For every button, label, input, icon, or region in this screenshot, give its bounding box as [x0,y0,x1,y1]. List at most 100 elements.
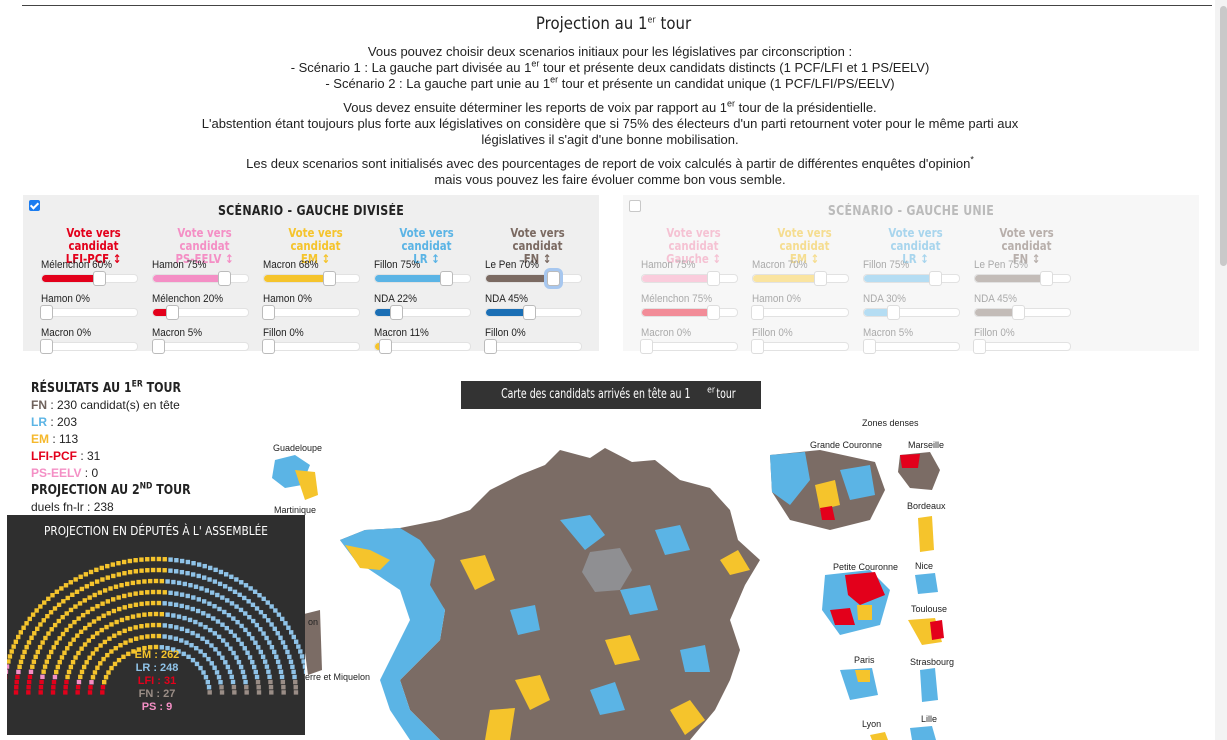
scenario-left-slider[interactable]: NDA 22% [374,293,479,323]
slider-handle[interactable] [640,339,653,354]
slider-track[interactable] [641,305,738,320]
slider-handle[interactable] [484,339,497,354]
slider-handle[interactable] [862,339,876,354]
scenario-left-slider[interactable]: NDA 45% [485,293,590,323]
slider-handle[interactable] [322,271,336,286]
slider-handle[interactable] [1011,305,1025,320]
slider-handle[interactable] [379,339,393,354]
slider-track[interactable] [262,339,360,354]
slider-handle[interactable] [929,271,943,286]
scenario-right-slider[interactable]: Hamon 75% [641,259,746,289]
slider-track[interactable] [640,339,738,354]
lyon-shape[interactable] [870,732,888,740]
slider-track[interactable] [485,271,582,286]
scenario-right-column-header[interactable]: Vote vers candidat LR ↕ [888,226,943,266]
slider-track[interactable] [751,305,849,320]
slider-handle[interactable] [707,305,721,320]
slider-track[interactable] [863,305,960,320]
scenario-left-slider[interactable]: Fillon 75% [374,259,479,289]
slider-track[interactable] [40,305,138,320]
slider-track[interactable] [641,271,738,286]
marseille-lfi[interactable] [900,454,920,468]
slider-handle[interactable] [707,271,721,286]
mainland-fn-zone[interactable] [340,448,760,740]
slider-track[interactable] [262,305,360,320]
scenario-left-column-header[interactable]: Vote vers candidat FN ↕ [510,226,565,266]
slider-track[interactable] [863,271,960,286]
slider-handle[interactable] [166,305,179,320]
slider-handle[interactable] [751,339,764,354]
scenario-left-slider[interactable]: Macron 5% [151,327,257,357]
slider-handle[interactable] [40,305,53,320]
slider-handle[interactable] [886,305,900,320]
scenario-left-slider[interactable]: Hamon 0% [262,293,368,323]
scenario-left-slider[interactable]: Macron 11% [374,327,479,357]
paris-em[interactable] [855,670,870,682]
scrollbar-thumb[interactable] [1220,6,1227,266]
slider-track[interactable] [862,339,960,354]
slider-track[interactable] [152,271,249,286]
scenario-left-column-header[interactable]: Vote vers candidat EM ↕ [288,226,343,266]
slider-handle[interactable] [522,305,536,320]
slider-track[interactable] [151,339,249,354]
slider-track[interactable] [152,305,249,320]
slider-handle[interactable] [973,339,986,354]
slider-track[interactable] [485,305,582,320]
slider-track[interactable] [374,339,471,354]
bordeaux-shape[interactable] [918,516,934,552]
strasbourg-shape[interactable] [920,668,938,702]
scenario-left-slider[interactable]: Macron 0% [40,327,146,357]
grande-couronne-em[interactable] [815,480,840,510]
nice-shape[interactable] [915,573,938,594]
scenario-left-slider[interactable]: Mélenchon 20% [152,293,257,323]
scenario-right-column-header[interactable]: Vote vers candidat Gauche ↕ [666,226,721,266]
petite-couronne-lfi[interactable] [830,572,885,625]
slider-handle[interactable] [151,339,165,354]
slider-handle[interactable] [93,271,106,286]
scenario-right-slider[interactable]: Fillon 0% [973,327,1079,357]
slider-handle[interactable] [546,271,560,286]
slider-handle[interactable] [440,271,454,286]
slider-handle[interactable] [751,305,764,320]
slider-track[interactable] [751,339,849,354]
scenario-right-slider[interactable]: Mélenchon 75% [641,293,746,323]
scenario-right-slider[interactable]: Le Pen 75% [974,259,1079,289]
grande-couronne-lfi[interactable] [820,506,835,520]
scenario-left-checkbox[interactable] [29,200,40,211]
scenario-left-column-header[interactable]: Vote vers candidat LFI-PCF ↕ [65,226,122,266]
scenario-right-column-header[interactable]: Vote vers candidat EM ↕ [777,226,832,266]
slider-handle[interactable] [389,305,403,320]
slider-track[interactable] [974,271,1071,286]
slider-track[interactable] [374,305,471,320]
scenario-left-slider[interactable]: Hamon 75% [152,259,257,289]
grande-couronne-lr[interactable] [770,452,875,505]
scenario-left-column-header[interactable]: Vote vers candidat LR ↕ [399,226,454,266]
slider-handle[interactable] [218,271,232,286]
scenario-left-slider[interactable]: Hamon 0% [40,293,146,323]
slider-handle[interactable] [262,305,275,320]
scenario-right-checkbox[interactable] [629,200,641,212]
scenario-right-slider[interactable]: Hamon 0% [751,293,857,323]
lille-shape[interactable] [910,726,936,740]
ile-de-france[interactable] [582,548,632,592]
mainland-em-zone[interactable] [345,545,750,740]
scenario-right-slider[interactable]: Macron 0% [640,327,746,357]
slider-track[interactable] [41,271,138,286]
slider-track[interactable] [973,339,1071,354]
scenario-left-slider[interactable]: Mélenchon 60% [41,259,146,289]
scenario-left-column-header[interactable]: Vote vers candidat PS-EELV ↕ [175,226,234,266]
petite-couronne-em[interactable] [857,605,872,620]
scenario-right-slider[interactable]: Fillon 0% [751,327,857,357]
scenario-left-slider[interactable]: Macron 68% [263,259,368,289]
scenario-left-slider[interactable]: Fillon 0% [262,327,368,357]
slider-track[interactable] [374,271,471,286]
france-map[interactable] [260,410,960,740]
slider-track[interactable] [752,271,849,286]
slider-track[interactable] [484,339,582,354]
outremer-partial[interactable] [300,610,322,675]
scenario-right-slider[interactable]: Macron 70% [752,259,857,289]
slider-handle[interactable] [1040,271,1054,286]
slider-handle[interactable] [40,339,53,354]
scenario-left-slider[interactable]: Le Pen 70% [485,259,590,289]
slider-track[interactable] [263,271,360,286]
